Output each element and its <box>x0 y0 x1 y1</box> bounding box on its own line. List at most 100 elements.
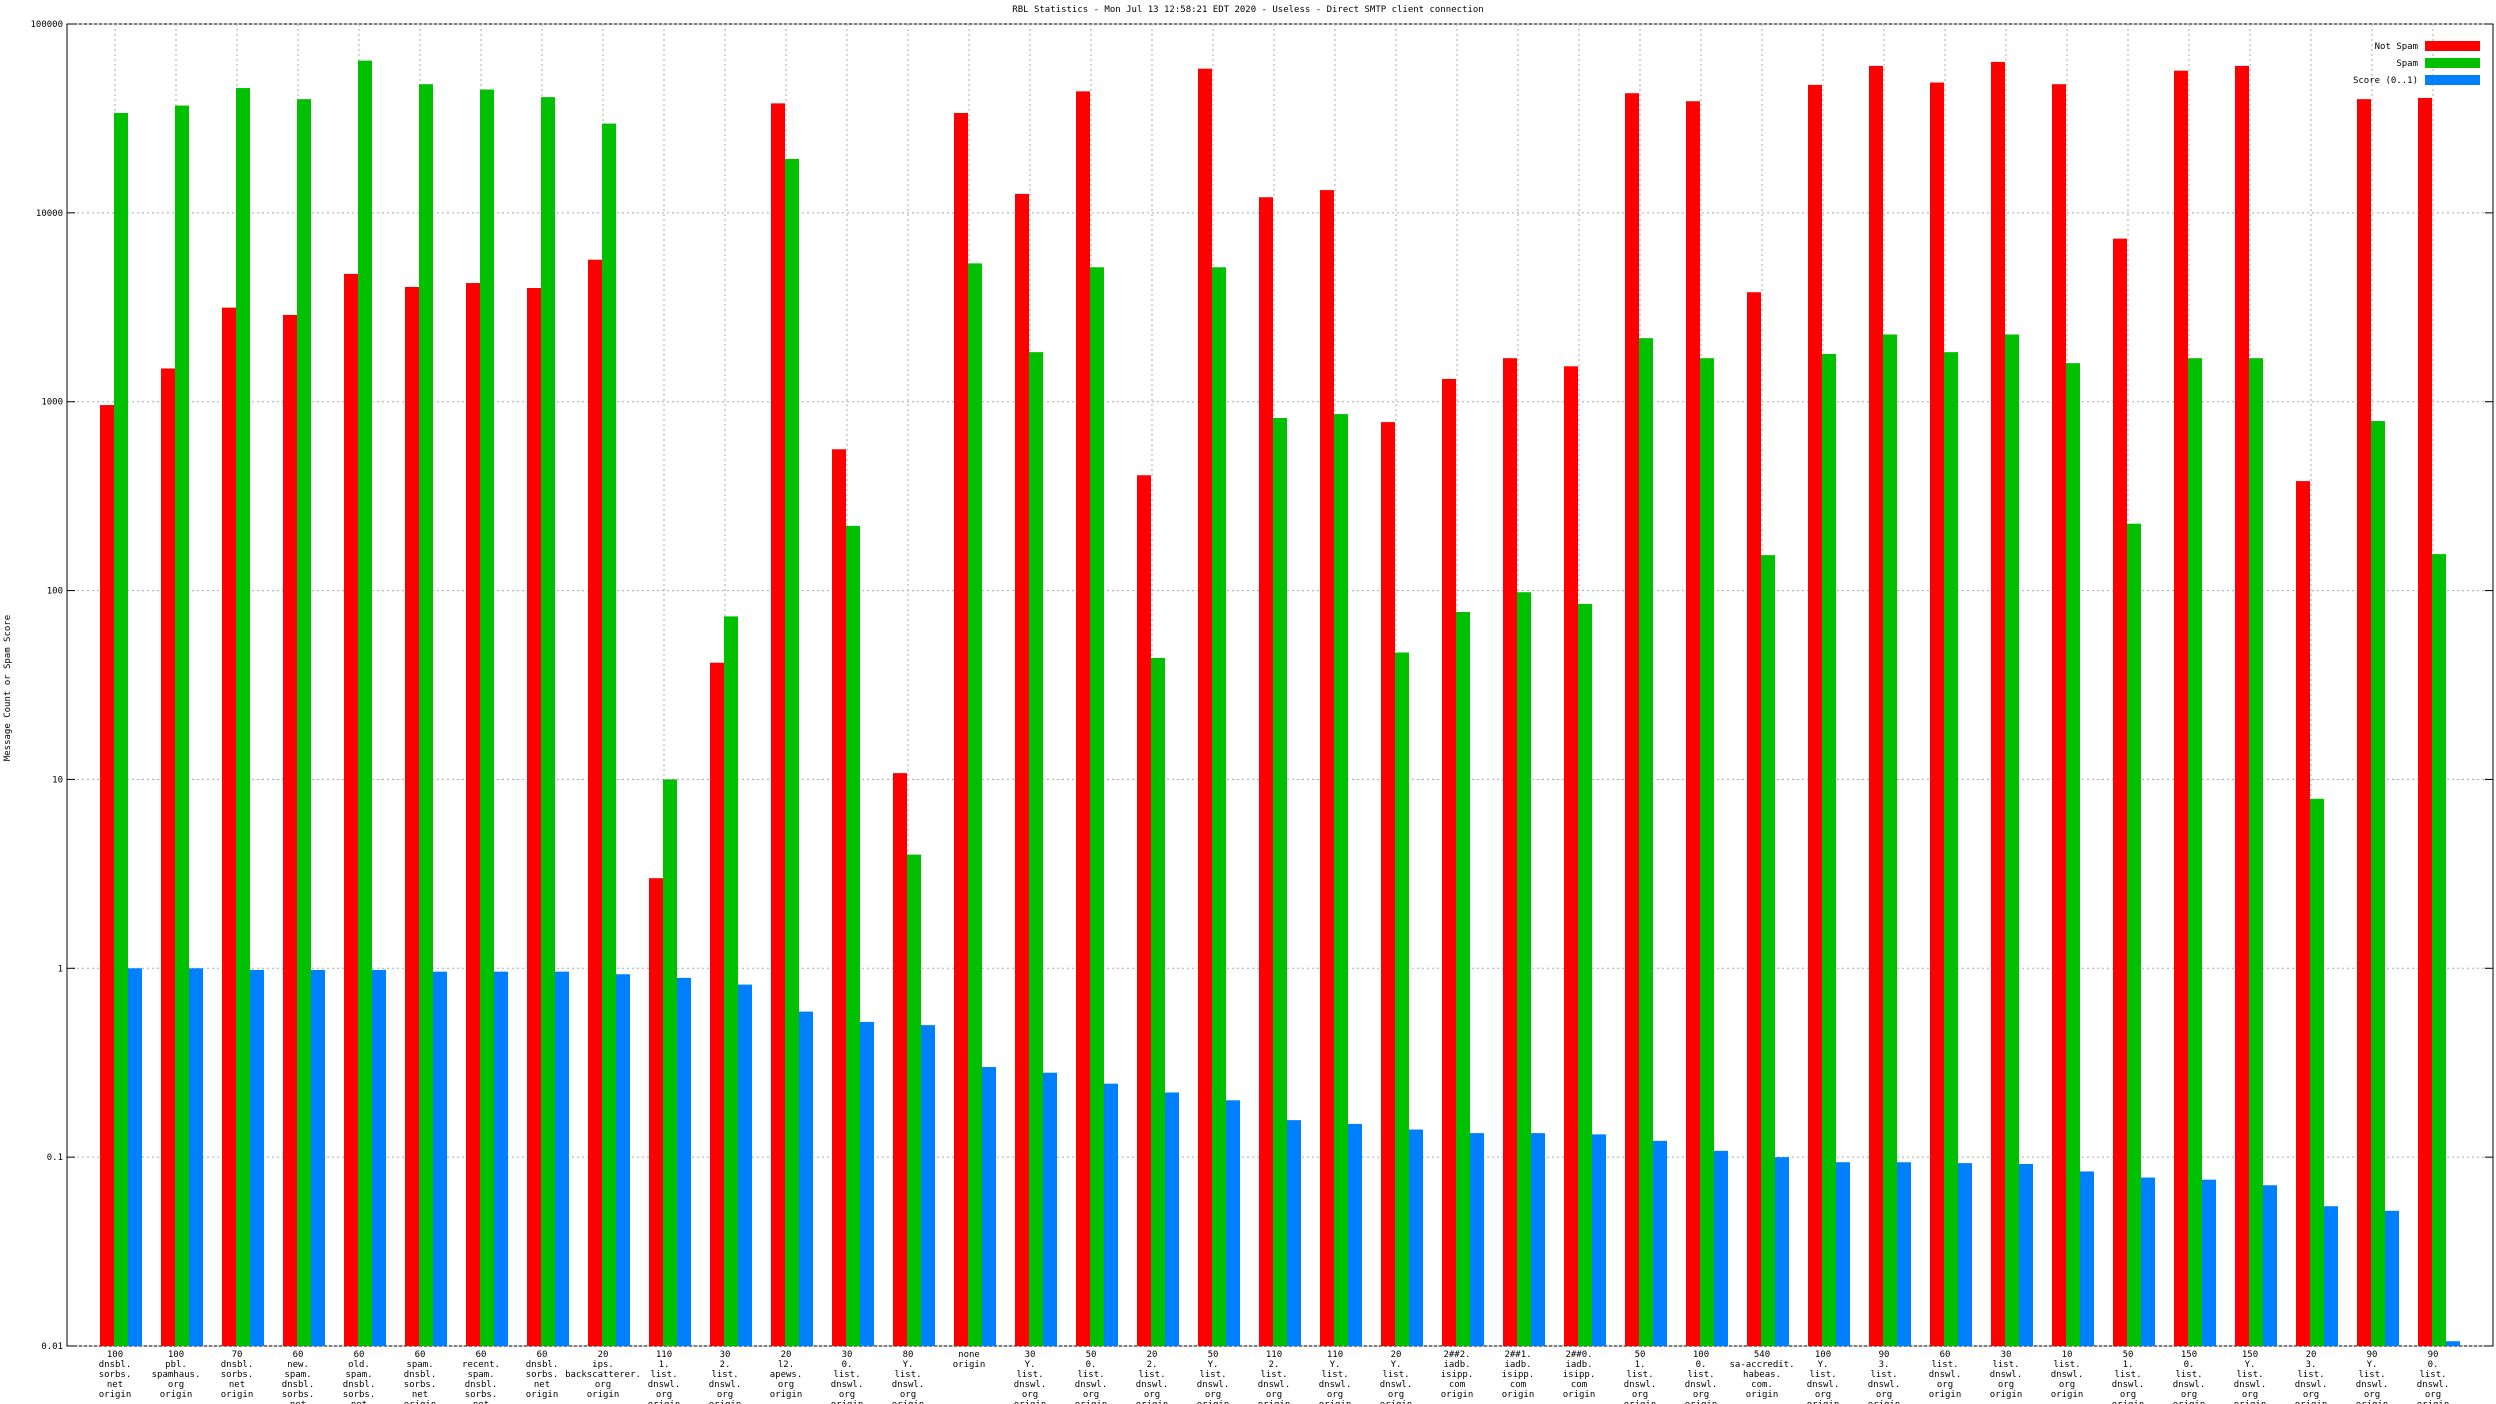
x-tick-label-line: 1. <box>1635 1360 1646 1370</box>
x-tick-label-line: 50 <box>2123 1350 2134 1360</box>
x-tick-label-line: net <box>107 1380 123 1390</box>
bar <box>2127 523 2141 1346</box>
bar <box>724 616 738 1346</box>
x-tick-label: 540 sa-accredit. habeas. com. origin <box>1729 1350 1794 1400</box>
bar <box>222 307 236 1347</box>
x-tick-label-line: list. <box>2175 1370 2202 1380</box>
x-tick-label-line: dnswl. <box>1258 1380 1291 1390</box>
x-tick-label-line: origin <box>1319 1400 1352 1404</box>
bar <box>2310 798 2324 1346</box>
bar <box>1198 68 1212 1346</box>
x-tick-label-line: list. <box>2297 1370 2324 1380</box>
bar <box>2235 65 2249 1347</box>
x-tick-label-line: 1. <box>659 1360 670 1370</box>
x-tick-label-line: origin <box>2417 1400 2450 1404</box>
x-tick-label-line: origin <box>1502 1390 1535 1400</box>
x-tick-label-line: backscatterer. <box>565 1370 641 1380</box>
bar <box>2371 421 2385 1347</box>
x-tick-label-line: dnswl. <box>2417 1380 2450 1390</box>
x-tick-label-line: dnswl. <box>1319 1380 1352 1390</box>
y-axis-label: Message Count or Spam Score <box>3 615 13 761</box>
x-tick-label: 70 dnsbl. sorbs. net origin <box>221 1350 254 1400</box>
bar <box>2432 554 2446 1346</box>
x-tick-label-line: 50 <box>1086 1350 1097 1360</box>
y-tick-label: 100000 <box>30 20 63 30</box>
x-tick-label-line: sorbs. <box>282 1390 315 1400</box>
bar <box>1653 1140 1667 1346</box>
x-tick-label-line: new. <box>287 1360 309 1370</box>
x-tick-label-line: dnswl. <box>2234 1380 2267 1390</box>
x-tick-label-line: 2##1. <box>1504 1350 1531 1360</box>
x-tick-label-line: sorbs. <box>343 1390 376 1400</box>
bar <box>1592 1134 1606 1346</box>
x-tick-label-line: dnswl. <box>648 1380 681 1390</box>
x-tick-label-line: org <box>1876 1390 1892 1400</box>
bar <box>1822 353 1836 1346</box>
x-tick-label-line: Y. <box>903 1360 914 1370</box>
x-tick-label-line: isipp. <box>1563 1370 1596 1380</box>
x-tick-label-line: list. <box>1992 1360 2019 1370</box>
bar <box>710 662 724 1346</box>
x-tick-label-line: spam. <box>406 1360 433 1370</box>
x-tick-label-line: org <box>168 1380 184 1390</box>
x-tick-label-line: dnswl. <box>1990 1370 2023 1380</box>
x-tick-label-line: list. <box>1199 1370 1226 1380</box>
bar <box>175 105 189 1346</box>
x-tick-label-line: org <box>717 1390 733 1400</box>
bar <box>297 99 311 1347</box>
bar <box>1381 422 1395 1346</box>
x-tick-label-line: 540 <box>1754 1350 1770 1360</box>
x-tick-label-line: 2. <box>1147 1360 1158 1370</box>
x-tick-label-line: net <box>229 1380 245 1390</box>
bar <box>2066 363 2080 1346</box>
legend-label: Not Spam <box>2375 42 2418 52</box>
x-tick-label-line: 2. <box>720 1360 731 1370</box>
x-tick-label-line: org <box>595 1380 611 1390</box>
x-tick-label-line: dnswl. <box>1197 1380 1230 1390</box>
x-tick-label-line: 60 <box>293 1350 304 1360</box>
x-tick-label-line: list. <box>2419 1370 2446 1380</box>
x-tick-label-line: 0. <box>842 1360 853 1370</box>
x-tick-label-line: origin <box>2295 1400 2328 1404</box>
legend-swatch <box>2425 41 2480 51</box>
x-tick-label-line: isipp. <box>1502 1370 1535 1380</box>
bar <box>1456 612 1470 1346</box>
x-tick-label-line: 90 <box>2367 1350 2378 1360</box>
x-tick-label-line: dnswl. <box>2173 1380 2206 1390</box>
bar <box>433 971 447 1346</box>
x-tick-label: none origin <box>953 1350 986 1370</box>
bar <box>1165 1092 1179 1346</box>
bar <box>1137 475 1151 1346</box>
x-tick-label-line: origin <box>709 1400 742 1404</box>
x-tick-label-line: list. <box>1809 1370 1836 1380</box>
chart-title: RBL Statistics - Mon Jul 13 12:58:21 EDT… <box>1012 5 1483 15</box>
bar <box>419 84 433 1347</box>
bar <box>1747 292 1761 1346</box>
bar <box>283 314 297 1347</box>
x-tick-label-line: org <box>2181 1390 2197 1400</box>
x-tick-label-line: origin <box>2356 1400 2389 1404</box>
bar <box>1991 61 2005 1346</box>
x-tick-label-line: dnswl. <box>1136 1380 1169 1390</box>
x-tick-label-line: isipp. <box>1441 1370 1474 1380</box>
x-tick-label-line: list. <box>833 1370 860 1380</box>
x-tick-label-line: dnswl. <box>1868 1380 1901 1390</box>
x-tick-label-line: org <box>1937 1380 1953 1390</box>
x-tick-label-line: com. <box>1751 1380 1773 1390</box>
x-tick-label-line: origin <box>1685 1400 1718 1404</box>
x-tick-label-line: 20 <box>781 1350 792 1360</box>
